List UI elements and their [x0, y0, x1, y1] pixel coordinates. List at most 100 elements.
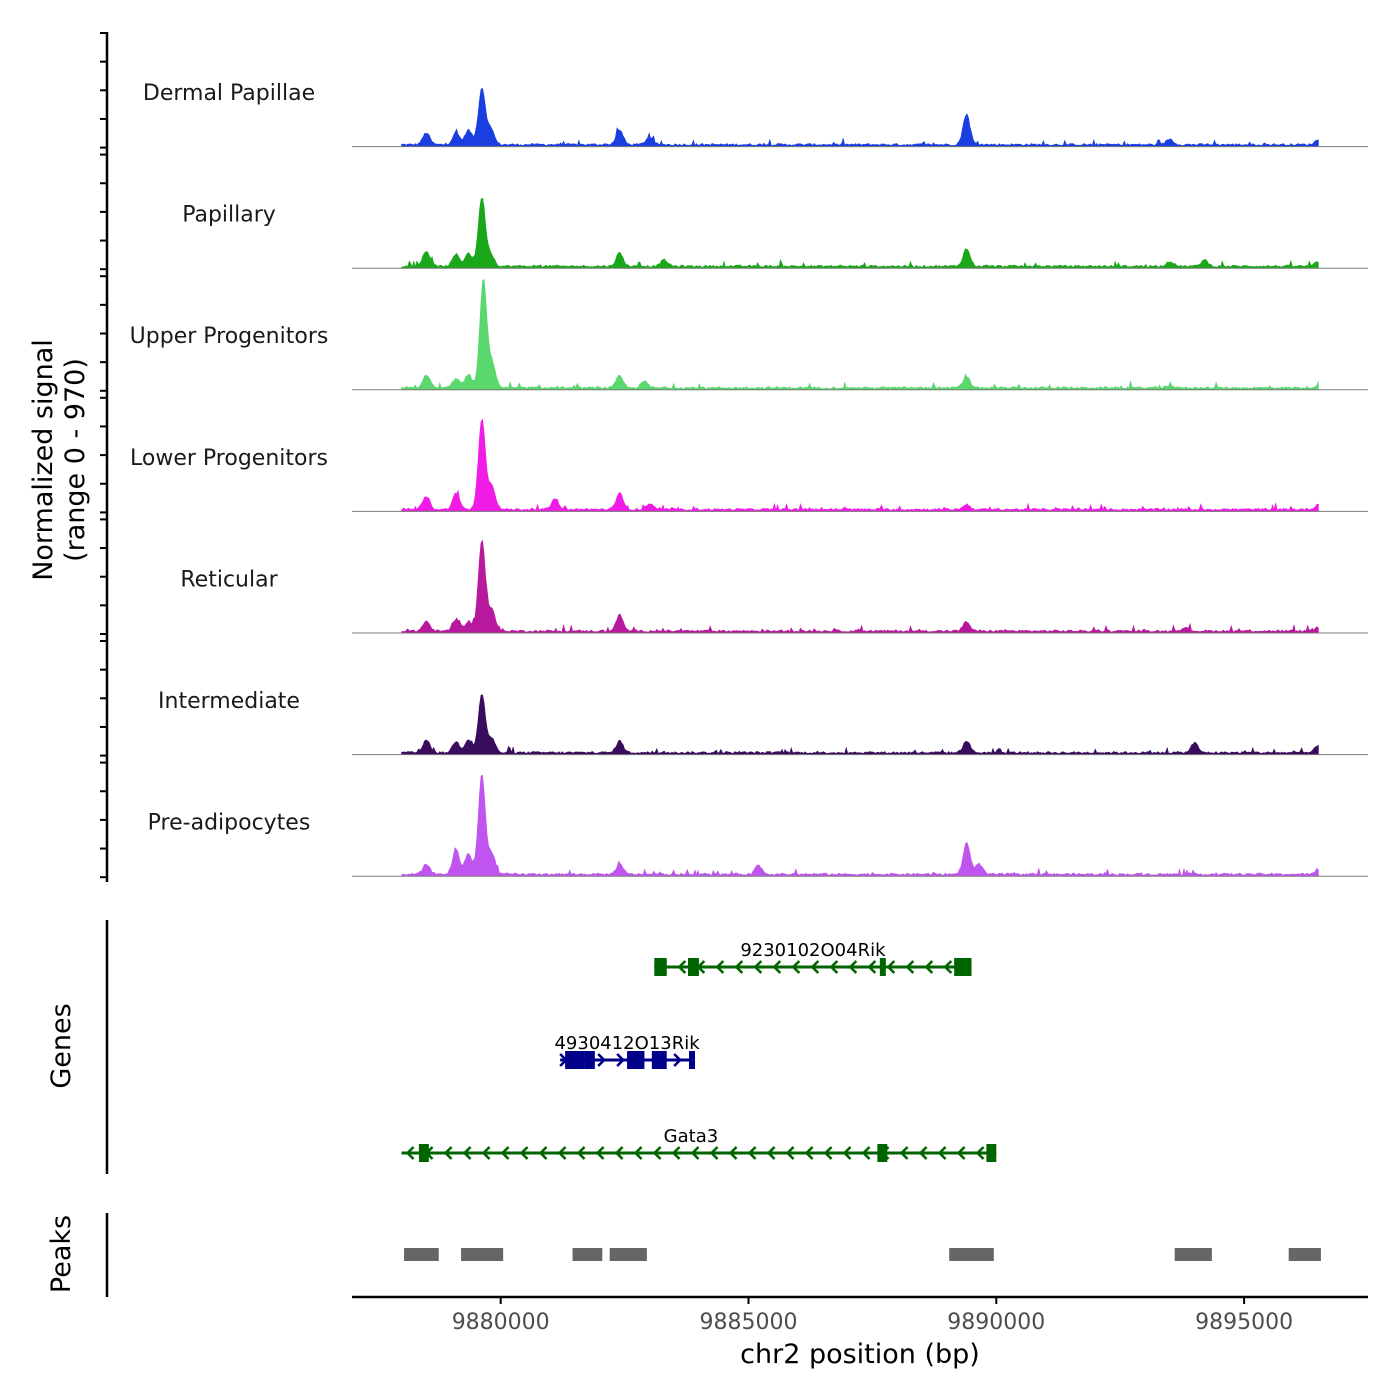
exon — [986, 1144, 997, 1162]
peak-region — [461, 1248, 504, 1261]
strand-chevron — [462, 1146, 472, 1160]
track-label: Lower Progenitors — [130, 446, 328, 471]
axes: 9880000 9885000 9890000 9895000 — [100, 32, 1368, 1335]
strand-chevron — [443, 1146, 453, 1160]
coverage-area — [401, 694, 1319, 755]
strand-chevron — [671, 1146, 681, 1160]
strand-chevron — [500, 1146, 510, 1160]
exon — [879, 958, 886, 976]
coverage-area — [401, 418, 1319, 512]
coverage-area — [401, 774, 1319, 877]
coverage-tracks: Dermal Papillae Papillary Upper Progenitor… — [130, 81, 1368, 877]
strand-chevron — [538, 1146, 548, 1160]
strand-chevron — [772, 960, 782, 974]
strand-chevron — [810, 960, 820, 974]
strand-chevron — [633, 1146, 643, 1160]
track-reticular: Reticular — [180, 539, 1368, 634]
peak-region — [404, 1248, 439, 1261]
strand-chevron — [943, 960, 953, 974]
track-lower-progenitors: Lower Progenitors — [130, 418, 1368, 512]
y-axis-title-line1: Normalized signal — [28, 339, 59, 581]
peaks-axis-title: Peaks — [46, 1215, 77, 1293]
y-axis-title: Normalized signal (range 0 - 970) — [28, 339, 91, 581]
strand-chevron — [673, 1053, 682, 1067]
strand-chevron — [804, 1146, 814, 1160]
track-label: Papillary — [182, 203, 276, 228]
strand-chevron — [734, 960, 744, 974]
strand-chevron — [652, 1146, 662, 1160]
strand-chevron — [867, 960, 877, 974]
track-label: Upper Progenitors — [130, 324, 329, 349]
peak-region — [949, 1248, 994, 1261]
track-label: Dermal Papillae — [143, 81, 315, 106]
strand-chevron — [918, 1146, 928, 1160]
strand-chevron — [861, 1146, 871, 1160]
coverage-area — [401, 278, 1319, 391]
track-label: Pre-adipocytes — [148, 811, 311, 836]
strand-chevron — [886, 960, 896, 974]
gene-label: Gata3 — [664, 1126, 719, 1147]
strand-chevron — [766, 1146, 776, 1160]
strand-chevron — [595, 1146, 605, 1160]
gene-gata3: Gata3 — [401, 1126, 997, 1162]
strand-chevron — [905, 960, 915, 974]
peak-region — [1288, 1248, 1321, 1261]
exon — [954, 958, 972, 976]
track-dermal-papillae: Dermal Papillae — [143, 81, 1368, 148]
gene-label: 4930412O13Rik — [554, 1033, 700, 1054]
peak-region — [1174, 1248, 1212, 1261]
coverage-area — [401, 539, 1319, 634]
strand-chevron — [690, 1146, 700, 1160]
strand-chevron — [899, 1146, 909, 1160]
strand-chevron — [616, 1053, 625, 1067]
strand-chevron — [975, 1146, 985, 1160]
exon — [565, 1051, 585, 1069]
strand-chevron — [829, 960, 839, 974]
strand-chevron — [405, 1146, 415, 1160]
strand-chevron — [709, 1146, 719, 1160]
strand-chevron — [842, 1146, 852, 1160]
strand-chevron — [956, 1146, 966, 1160]
genes-axis-title: Genes — [46, 1003, 77, 1088]
track-papillary: Papillary — [182, 197, 1368, 269]
strand-chevron — [519, 1146, 529, 1160]
track-label: Reticular — [180, 567, 278, 592]
x-tick-label: 9895000 — [1195, 1310, 1293, 1335]
track-label: Intermediate — [158, 689, 300, 714]
gene-annotations: 9230102O04Rik 4930412O13Rik Gata3 — [401, 940, 997, 1162]
exon — [627, 1051, 645, 1069]
exon — [654, 958, 667, 976]
strand-chevron — [924, 960, 934, 974]
exon — [651, 1051, 667, 1069]
strand-chevron — [848, 960, 858, 974]
track-pre-adipocytes: Pre-adipocytes — [148, 774, 1368, 877]
coverage-area — [401, 87, 1319, 147]
strand-chevron — [614, 1146, 624, 1160]
track-intermediate: Intermediate — [158, 689, 1368, 756]
x-tick-label: 9885000 — [699, 1310, 797, 1335]
peak-region — [609, 1248, 647, 1261]
strand-chevron — [791, 960, 801, 974]
gene-4930412o13rik: 4930412O13Rik — [554, 1033, 700, 1069]
peak-regions — [404, 1248, 1321, 1261]
strand-chevron — [728, 1146, 738, 1160]
exon — [688, 958, 699, 976]
strand-chevron — [715, 960, 725, 974]
x-tick-label: 9880000 — [452, 1310, 550, 1335]
strand-chevron — [677, 960, 687, 974]
x-axis-title: chr2 position (bp) — [740, 1339, 980, 1370]
x-tick-label: 9890000 — [947, 1310, 1045, 1335]
y-axis-title-line2: (range 0 - 970) — [60, 358, 91, 562]
coverage-area — [401, 197, 1319, 269]
exon — [584, 1051, 595, 1069]
gene-9230102o04rik: 9230102O04Rik — [654, 940, 972, 976]
strand-chevron — [747, 1146, 757, 1160]
exon — [877, 1144, 888, 1162]
strand-chevron — [823, 1146, 833, 1160]
exon — [418, 1144, 429, 1162]
strand-chevron — [576, 1146, 586, 1160]
strand-chevron — [597, 1053, 606, 1067]
strand-chevron — [557, 1146, 567, 1160]
track-upper-progenitors: Upper Progenitors — [130, 278, 1368, 391]
